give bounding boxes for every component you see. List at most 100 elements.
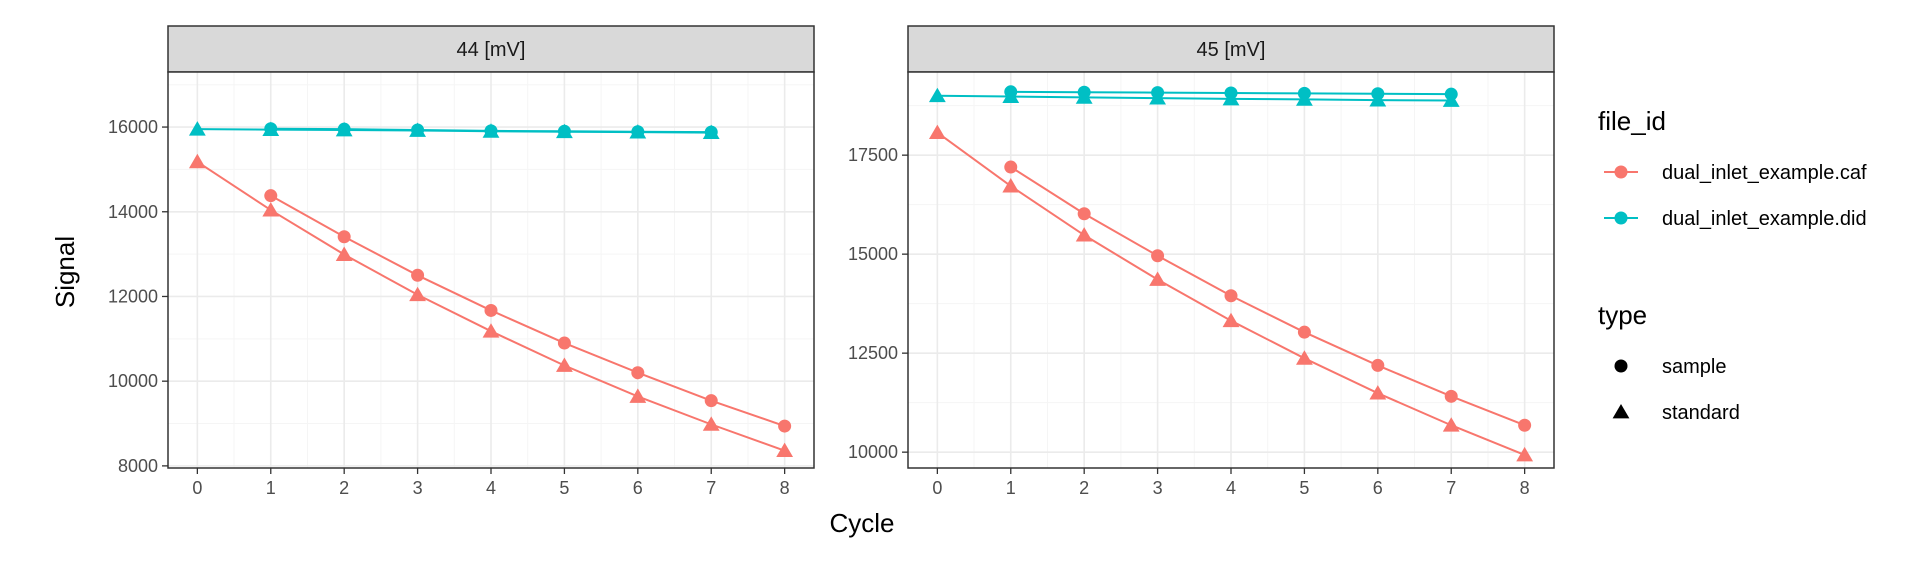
y-tick-label: 10000	[108, 371, 158, 391]
data-point	[776, 442, 794, 458]
data-point	[1222, 312, 1240, 328]
facet-strip-label: 44 [mV]	[457, 39, 526, 61]
data-point	[482, 123, 500, 138]
data-point	[702, 124, 720, 139]
series-line	[197, 128, 712, 134]
series-caf-sample	[1004, 160, 1532, 432]
data-point	[928, 87, 946, 103]
series-line	[270, 194, 785, 428]
axes: 0 1 2 3 4 5 6 7 8 8000 10000 12000 14000 16000	[108, 117, 790, 498]
data-point	[1002, 88, 1020, 103]
series-caf-standard	[928, 124, 1534, 462]
y-axis-title: Signal	[50, 236, 80, 308]
data-point	[928, 124, 946, 139]
panel-1: 44 [mV] 0 1 2 3 4 5 6 7 8 8000 10000 12000 14000 16000	[108, 25, 815, 498]
series-caf-sample	[264, 189, 792, 433]
data-point	[704, 394, 718, 408]
data-point	[1369, 92, 1387, 107]
axes: 0 1 2 3 4 5 6 7 8 10000 12500 15000 17500	[848, 145, 1530, 498]
data-point	[1149, 271, 1166, 286]
data-point	[1296, 350, 1313, 365]
data-point	[1297, 325, 1311, 339]
x-tick-label: 3	[413, 478, 423, 498]
data-point	[1075, 89, 1093, 104]
y-tick-label: 15000	[848, 244, 898, 264]
panel-2: 45 [mV] 0 1 2 3 4 5 6 7 8 10000 12500 15000 17500	[848, 25, 1555, 498]
data-point	[702, 416, 720, 431]
x-tick-label: 2	[339, 478, 349, 498]
facet-strip	[907, 25, 1555, 73]
data-point	[1444, 389, 1458, 403]
data-point	[1442, 92, 1460, 107]
y-tick-label: 14000	[108, 202, 158, 222]
x-tick-label: 0	[932, 478, 942, 498]
data-point	[484, 303, 498, 317]
data-point	[1516, 446, 1534, 462]
series-line	[937, 94, 1452, 102]
x-tick-label: 7	[706, 478, 716, 498]
legend-label: sample	[1662, 356, 1726, 378]
data-point	[778, 419, 792, 433]
data-point	[1369, 385, 1387, 400]
y-tick-label: 8000	[118, 456, 158, 476]
legend-key-point	[1614, 211, 1628, 225]
legend-item-caf: dual_inlet_example.caf	[1604, 162, 1867, 184]
y-tick-label: 12000	[108, 286, 158, 306]
x-tick-label: 4	[1226, 478, 1236, 498]
x-tick-label: 8	[780, 478, 790, 498]
data-point	[482, 323, 500, 338]
y-tick-label: 17500	[848, 145, 898, 165]
data-point	[1149, 90, 1166, 105]
legend-item-standard: standard	[1612, 402, 1740, 424]
data-point	[631, 366, 645, 380]
data-point	[556, 123, 573, 139]
legend-label: dual_inlet_example.did	[1662, 208, 1867, 230]
data-point	[409, 286, 426, 302]
data-point	[1002, 178, 1020, 193]
x-tick-label: 5	[1299, 478, 1309, 498]
x-tick-label: 8	[1520, 478, 1530, 498]
data-point	[264, 189, 278, 203]
data-point	[1075, 227, 1093, 242]
legend-key-point	[1614, 165, 1628, 179]
series-caf-standard	[188, 153, 794, 458]
x-tick-label: 5	[559, 478, 569, 498]
x-tick-label: 6	[633, 478, 643, 498]
x-tick-label: 1	[1006, 478, 1016, 498]
data-point	[629, 124, 647, 139]
data-point	[1151, 249, 1165, 263]
legend: file_id dual_inlet_example.caf dual_inlet_…	[1598, 106, 1867, 424]
y-tick-label: 12500	[848, 343, 898, 363]
data-point	[335, 246, 353, 261]
series-did-standard	[928, 87, 1460, 107]
legend-key-shape	[1612, 404, 1630, 419]
data-point	[557, 336, 571, 350]
x-tick-label: 7	[1446, 478, 1456, 498]
data-point	[411, 268, 425, 282]
data-point	[188, 153, 206, 169]
facet-strip	[167, 25, 815, 73]
x-tick-label: 6	[1373, 478, 1383, 498]
x-tick-label: 0	[192, 478, 202, 498]
x-tick-label: 3	[1153, 478, 1163, 498]
data-point	[556, 357, 573, 372]
legend-key-shape	[1614, 359, 1628, 373]
data-point	[1442, 417, 1460, 432]
legend-item-sample: sample	[1614, 356, 1726, 378]
data-point	[262, 202, 280, 217]
legend-label: standard	[1662, 402, 1740, 424]
x-tick-label: 4	[486, 478, 496, 498]
data-point	[262, 121, 280, 136]
data-point	[409, 122, 426, 137]
data-point	[629, 388, 647, 403]
grid-lines	[168, 72, 814, 468]
data-point	[188, 121, 206, 136]
grid-lines	[908, 72, 1554, 468]
legend-item-did: dual_inlet_example.did	[1604, 208, 1867, 230]
chart-panels: 44 [mV] 0 1 2 3 4 5 6 7 8 8000 10000 12000 14000 16000…	[108, 25, 1555, 498]
x-tick-label: 1	[266, 478, 276, 498]
data-point	[337, 230, 351, 244]
x-tick-label: 2	[1079, 478, 1089, 498]
data-point	[1371, 358, 1385, 372]
